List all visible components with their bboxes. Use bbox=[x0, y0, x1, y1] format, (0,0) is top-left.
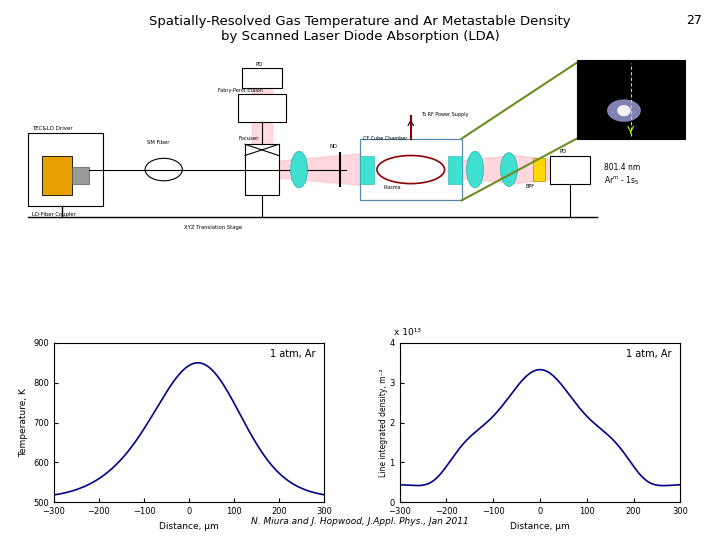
Y-axis label: Line integrated density, m⁻²: Line integrated density, m⁻² bbox=[379, 368, 388, 477]
Text: x 10¹³: x 10¹³ bbox=[394, 328, 421, 336]
Y-axis label: Temperature, K: Temperature, K bbox=[19, 388, 27, 457]
Polygon shape bbox=[252, 77, 272, 144]
Text: N. Miura and J. Hopwood, J.Appl. Phys., Jan 2011: N. Miura and J. Hopwood, J.Appl. Phys., … bbox=[251, 517, 469, 526]
Bar bbox=[72, 167, 89, 184]
X-axis label: Distance, μm: Distance, μm bbox=[159, 522, 219, 531]
Text: by Scanned Laser Diode Absorption (LDA): by Scanned Laser Diode Absorption (LDA) bbox=[220, 30, 500, 43]
Text: To RF Power Supply: To RF Power Supply bbox=[421, 112, 468, 117]
Text: Focuser: Focuser bbox=[238, 136, 258, 141]
Polygon shape bbox=[279, 153, 583, 186]
Ellipse shape bbox=[617, 105, 631, 116]
Bar bbox=[360, 156, 374, 184]
Text: 27: 27 bbox=[686, 14, 702, 26]
Ellipse shape bbox=[607, 99, 641, 122]
Bar bbox=[245, 144, 279, 195]
Text: TEC&LD Driver: TEC&LD Driver bbox=[32, 126, 73, 131]
Bar bbox=[549, 156, 590, 184]
Bar bbox=[577, 60, 685, 139]
Text: PD: PD bbox=[559, 148, 567, 154]
Text: Ar$^m$ - 1s$_5$: Ar$^m$ - 1s$_5$ bbox=[603, 174, 639, 187]
Text: Spatially-Resolved Gas Temperature and Ar Metastable Density: Spatially-Resolved Gas Temperature and A… bbox=[149, 15, 571, 28]
Text: ND: ND bbox=[330, 145, 338, 150]
Text: SM Fiber: SM Fiber bbox=[147, 140, 169, 145]
Text: Plasma: Plasma bbox=[384, 185, 401, 190]
Text: 801.4 nm: 801.4 nm bbox=[603, 163, 640, 172]
Bar bbox=[241, 69, 282, 88]
Text: CF Cube Chamber: CF Cube Chamber bbox=[364, 136, 408, 141]
Text: XYZ Translation Stage: XYZ Translation Stage bbox=[184, 225, 242, 230]
X-axis label: Distance, μm: Distance, μm bbox=[510, 522, 570, 531]
Bar bbox=[238, 94, 286, 122]
Ellipse shape bbox=[467, 151, 484, 188]
Bar bbox=[448, 156, 462, 184]
Text: PD: PD bbox=[255, 62, 263, 66]
Text: 1 atm, Ar: 1 atm, Ar bbox=[271, 349, 316, 359]
Ellipse shape bbox=[291, 151, 307, 188]
Text: Fabry-Perot Etalon: Fabry-Perot Etalon bbox=[218, 89, 263, 93]
Text: BPF: BPF bbox=[526, 184, 535, 189]
Bar bbox=[533, 158, 545, 181]
Ellipse shape bbox=[500, 153, 518, 186]
Bar bbox=[42, 156, 72, 195]
Text: 1 atm, Ar: 1 atm, Ar bbox=[626, 349, 672, 359]
Text: LD-Fiber Coupler: LD-Fiber Coupler bbox=[32, 212, 76, 217]
Bar bbox=[28, 133, 103, 206]
Bar bbox=[360, 139, 462, 200]
